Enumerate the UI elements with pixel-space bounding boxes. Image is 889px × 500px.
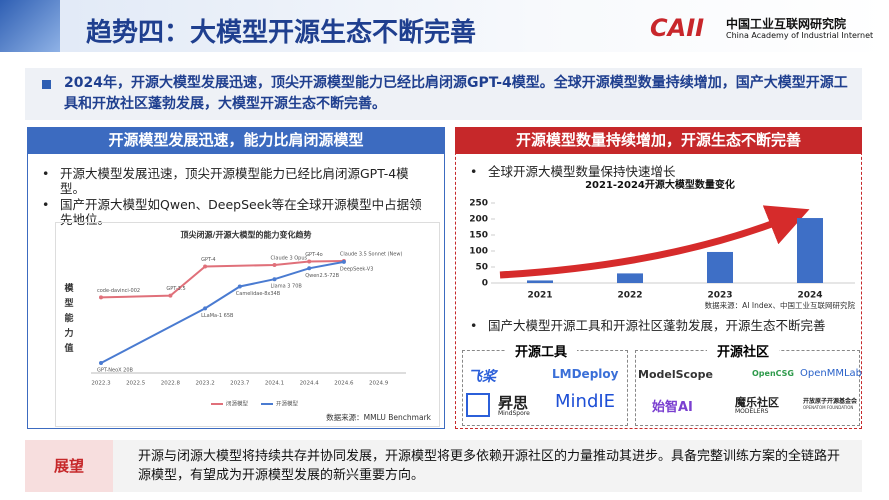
tools-title: 开源工具 [505,341,578,360]
data-point [203,264,208,269]
point-label: code-davinci-002 [97,288,140,294]
data-point [307,259,312,264]
data-point [272,277,277,282]
y-tick-label: 150 [470,231,488,241]
header-accent [0,0,60,52]
point-label: GPT-3.5 [166,286,185,292]
x-tick-label: 2022.3 [91,381,111,387]
data-point [99,295,103,300]
bar [707,251,733,283]
x-tick-label: 2021 [527,291,552,301]
x-tick-label: 2023.7 [230,381,250,387]
bar [527,280,553,283]
org-en: China Academy of Industrial Internet [726,31,874,40]
chart-title: 2021-2024开源大模型数量变化 [585,178,735,191]
bullet: 开源大模型发展迅速，顶尖开源模型能力已经比肩闭源GPT-4模型。 [60,166,409,196]
chart-title: 顶尖闭源/开源大模型的能力变化趋势 [181,230,312,240]
logo-text: OpenCSG [752,369,794,378]
communities-title: 开源社区 [707,341,780,360]
y-tick-label: 250 [470,199,488,209]
logo-text: MindIE [555,391,616,412]
org-cn: 中国工业互联网研究院 [726,17,847,31]
left-panel-title: 开源模型发展迅速，能力比肩闭源模型 [27,127,445,154]
point-label: Qwen2.5-72B [305,273,339,279]
y-tick-label: 100 [470,247,488,257]
x-tick-label: 2022 [617,291,642,301]
logo-text: 开放原子开源基金会 [803,398,858,405]
bar [797,218,823,283]
logo: CAII [650,14,705,42]
logo-text: MODELERS [735,408,769,415]
y-tick-label: 200 [470,215,488,225]
data-point [341,259,346,264]
header-band [0,0,889,52]
x-tick-label: 2023 [707,291,732,301]
point-label: DeepSeek-V3 [340,266,374,272]
x-tick-label: 2024.9 [369,381,389,387]
legend-label: 开源模型 [276,400,299,408]
summary: 2024年，开源大模型发展迅速，顶尖开源模型能力已经比肩闭源GPT-4模型。全球… [64,75,848,112]
point-label: Claude 3.5 Sonnet (New) [340,252,403,258]
data-point [203,306,208,311]
point-label: GPT-4 [201,257,215,263]
y-axis-label: 模型能力值 [63,282,74,358]
bullet: 全球开源大模型数量保持快速增长 [488,164,676,179]
x-tick-label: 2022.8 [161,381,181,387]
point-label: Claude 3 Opus [271,256,308,262]
logo-text: OpenMMLab [800,368,863,379]
logo-text: 始智AI [652,400,693,415]
legend-label: 闭源模型 [226,400,249,408]
point-label: LLaMa-1 65B [201,313,234,319]
data-point [168,293,173,298]
y-tick-label: 0 [482,279,488,289]
x-tick-label: 2024.4 [300,381,320,387]
series-line [100,260,344,299]
title: 趋势四：大模型开源生态不断完善 [86,18,477,48]
bullet-dot: • [470,164,478,179]
data-point [237,284,242,289]
bullet: 国产大模型开源工具和开源社区蓬勃发展，开源生态不断完善 [488,318,826,333]
x-tick-label: 2024 [797,291,822,301]
bar [617,273,643,283]
series-line [100,260,345,364]
point-label: Camelidae-8x34B [236,291,281,297]
bullet-dot: • [42,197,50,212]
logo-text: 魔乐社区 [735,396,779,409]
bullet-square [42,80,51,89]
logo-icon [466,393,490,417]
source: 数据来源：AI Index、中国工业互联网研究院 [705,300,855,310]
data-point [272,263,277,268]
right-panel-title: 开源模型数量持续增加，开源生态不断完善 [455,127,862,154]
logo-text: OPENATOM FOUNDATION [803,405,854,410]
x-tick-label: 2022.5 [126,381,146,387]
summary-box [25,68,862,120]
data-point [99,361,103,365]
data-point [307,266,312,271]
logo-text: MindSpore [498,410,530,417]
logo-text: 昇思 [498,394,529,412]
x-tick-label: 2024.6 [334,381,354,387]
y-tick-label: 50 [475,263,488,273]
point-label: GPT-4o [305,252,323,258]
bullet: 国产开源大模型如Qwen、DeepSeek等在全球开源模型中占据领先地位。 [60,197,422,227]
bullet-dot: • [470,318,478,333]
outlook-box [25,440,862,492]
trend-arrow [499,205,810,279]
bullet-dot: • [42,166,50,181]
logo-text: ModelScope [638,368,713,381]
logo-text: LMDeploy [552,367,619,381]
source: 数据来源：MMLU Benchmark [326,412,431,422]
outlook-text: 开源与闭源大模型将持续共存并协同发展，开源模型将更多依赖开源社区的力量推动其进步… [138,449,841,483]
outlook-label: 展望 [25,440,113,492]
x-tick-label: 2023.2 [195,381,214,387]
logo-text: 飞桨 [468,369,496,385]
point-label: GPT-NeoX 20B [97,368,134,374]
bar-chart: 2021-2024开源大模型数量变化 0 50 100 150 200 250 2021 202… [470,178,855,310]
point-label: Llama 3 70B [271,284,303,290]
x-tick-label: 2024.1 [265,381,284,387]
